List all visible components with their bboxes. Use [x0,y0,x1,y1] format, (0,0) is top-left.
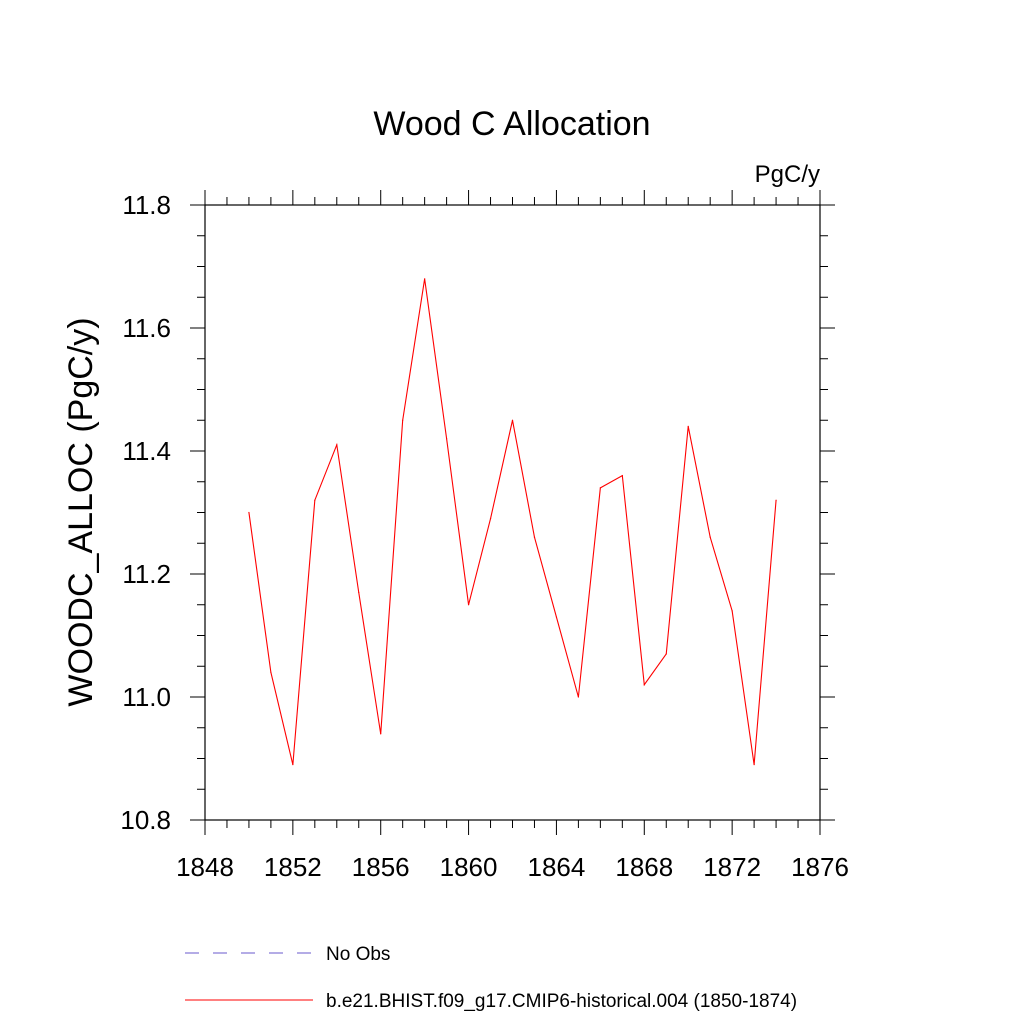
data-point-1868 [643,684,645,686]
y-tick-label: 10.8 [120,805,171,835]
data-point-1874 [775,499,777,501]
data-point-1873 [753,764,755,766]
legend-label-no-obs: No Obs [326,944,390,965]
y-tick-label: 11.6 [122,313,171,343]
legend-label-historical: b.e21.BHIST.f09_g17.CMIP6-historical.004… [326,991,797,1012]
x-tick-label: 1876 [791,852,849,882]
x-tick-label: 1864 [528,852,586,882]
data-point-1866 [599,487,601,489]
series-layer [248,278,777,766]
data-point-1855 [358,591,360,594]
x-tick-label: 1872 [703,852,761,882]
data-point-1864 [555,616,558,618]
x-tick-label: 1868 [615,852,673,882]
data-point-1871 [709,536,711,538]
data-point-1858 [424,278,426,280]
data-point-1863 [533,536,536,538]
y-tick-label: 11.4 [122,436,171,466]
data-point-1857 [402,419,404,421]
data-point-1872 [731,610,733,612]
units-label: PgC/y [755,161,820,188]
data-point-1862 [511,419,514,421]
y-tick-label: 11.0 [122,682,171,712]
data-point-1850 [248,511,250,514]
y-axis-label: WOODC_ALLOC (PgC/y) [62,317,100,706]
x-tick-label: 1852 [264,852,322,882]
data-point-1869 [665,653,667,655]
data-point-1852 [292,764,294,766]
data-point-1860 [467,604,470,606]
data-point-1859 [446,438,448,440]
chart-title: Wood C Allocation [373,105,650,143]
data-point-1853 [314,499,316,501]
x-tick-label: 1860 [440,852,498,882]
y-tick-label: 11.8 [122,190,171,220]
axis-ticks [190,190,835,835]
data-point-1861 [489,518,492,520]
legend: No Obs b.e21.BHIST.f09_g17.CMIP6-histori… [185,944,797,1012]
data-point-1854 [336,444,338,446]
y-tick-label: 11.2 [122,559,171,589]
data-point-1865 [577,696,579,698]
x-tick-label: 1848 [176,852,234,882]
data-point-1867 [621,475,623,477]
x-tick-label: 1856 [352,852,410,882]
tick-labels: 1848 1852 1856 1860 1864 1868 1872 1876 10.8 11.0… [120,190,849,882]
data-point-1856 [380,733,382,735]
data-point-1870 [687,425,689,427]
data-point-1851 [270,671,272,674]
